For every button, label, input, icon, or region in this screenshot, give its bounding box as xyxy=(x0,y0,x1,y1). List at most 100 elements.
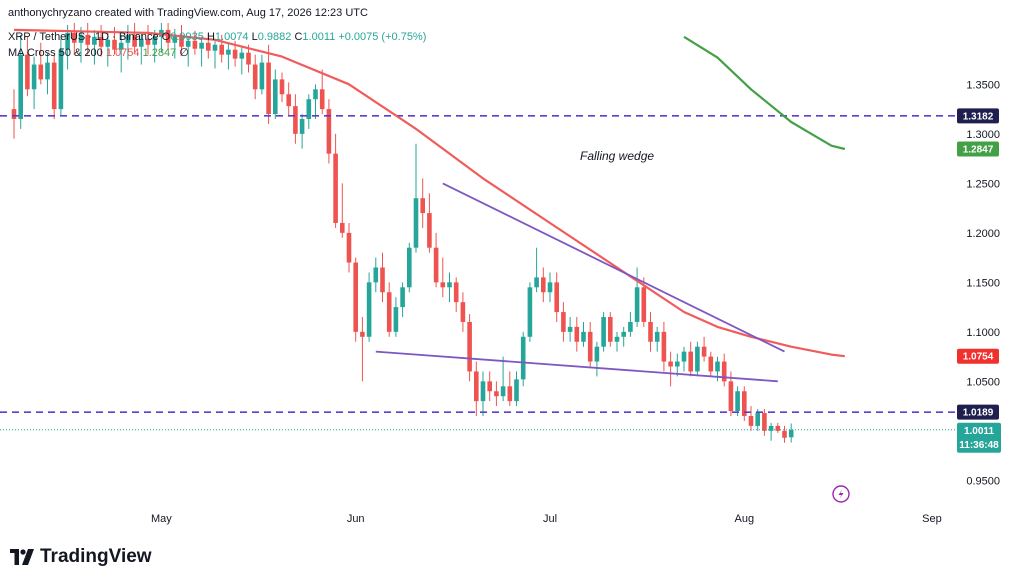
candle-body xyxy=(762,413,767,431)
ma-extra-value: ∅ xyxy=(179,47,189,59)
candle xyxy=(179,24,184,55)
candle-body xyxy=(259,62,265,90)
price-badge-ma50: 1.0754 xyxy=(957,348,999,364)
candle-body xyxy=(25,54,30,90)
ohlc-low-label: L xyxy=(251,31,258,43)
candle xyxy=(621,326,626,347)
candle-body xyxy=(775,425,781,431)
last-price-value: 1.0011 xyxy=(964,426,994,437)
candle-body xyxy=(98,36,104,47)
ma50-line[interactable] xyxy=(13,28,845,358)
candle-body xyxy=(400,287,405,308)
candle-body xyxy=(742,391,747,416)
candle xyxy=(58,38,64,117)
price-tick-label: 1.1500 xyxy=(966,277,1000,289)
candle xyxy=(319,69,325,115)
candle-body xyxy=(373,267,379,283)
candle-body xyxy=(72,32,77,43)
candle xyxy=(681,346,687,372)
wedge-lower-trendline[interactable] xyxy=(375,350,778,383)
candle-body xyxy=(494,391,499,397)
candle xyxy=(31,56,37,110)
candle-body xyxy=(427,213,432,248)
ohlc-open-label: O xyxy=(161,31,171,43)
candle xyxy=(735,386,740,416)
candle xyxy=(742,386,747,421)
candle-body xyxy=(581,331,586,342)
candle xyxy=(252,54,258,100)
price-badge-bg xyxy=(957,141,999,157)
candle-body xyxy=(628,321,633,332)
candle xyxy=(688,341,693,377)
candle-body xyxy=(601,317,606,347)
candle xyxy=(594,341,600,377)
candle xyxy=(721,353,727,387)
candle-body xyxy=(366,282,372,337)
candle xyxy=(219,34,224,63)
candle-body xyxy=(313,89,318,100)
candle-body xyxy=(11,109,17,119)
candle-body xyxy=(380,267,385,293)
symbol-legend[interactable]: XRP / TetherUS · 1D · Binance O0.9935 H1… xyxy=(8,31,426,43)
candle xyxy=(527,282,533,342)
candle-body xyxy=(105,39,111,47)
candle xyxy=(788,423,794,443)
candle-body xyxy=(634,287,640,322)
candle-body xyxy=(185,40,191,47)
price-axis[interactable]: 1.3500 1.3000 1.2500 1.2000 1.1500 1.1000 1.05… xyxy=(966,79,1000,487)
candle xyxy=(145,24,151,55)
ma200-line[interactable] xyxy=(683,35,846,151)
ma-legend[interactable]: MA Cross 50 & 200 1.0754 1.2847 ∅ xyxy=(8,46,189,59)
candle-body xyxy=(567,326,573,332)
candle-body xyxy=(139,38,144,47)
candle-body xyxy=(514,379,519,402)
candle xyxy=(460,292,466,332)
candle xyxy=(507,371,513,407)
lightning-icon[interactable] xyxy=(832,485,850,503)
candle-body xyxy=(326,109,332,154)
candle-body xyxy=(78,34,84,43)
candle xyxy=(782,425,787,443)
candles-layer xyxy=(11,22,794,443)
candle-body xyxy=(38,64,44,80)
candle xyxy=(554,272,559,322)
candle-body xyxy=(467,321,472,372)
candle-body xyxy=(132,34,137,47)
candle xyxy=(72,22,77,55)
candle xyxy=(514,371,519,407)
tradingview-logo[interactable]: TradingView xyxy=(10,546,152,568)
candle-body xyxy=(675,361,680,367)
candle xyxy=(768,422,774,441)
candle xyxy=(199,36,204,67)
candle xyxy=(400,282,405,317)
candle-body xyxy=(353,262,358,332)
candle xyxy=(286,82,291,117)
ohlc-close: 1.0011 xyxy=(302,31,336,43)
candle xyxy=(728,371,734,416)
candle xyxy=(567,317,573,342)
candle xyxy=(433,232,439,288)
wedge-upper-trendline[interactable] xyxy=(442,182,785,353)
candle xyxy=(520,331,526,387)
ma-label: MA Cross 50 & 200 xyxy=(8,47,103,59)
candle xyxy=(380,252,385,303)
candle xyxy=(139,32,144,65)
candle xyxy=(105,32,111,67)
candle xyxy=(98,24,104,57)
candle-body xyxy=(407,247,412,288)
time-tick-label: Aug xyxy=(735,513,755,525)
price-tick-label: 1.3500 xyxy=(966,79,1000,91)
candle xyxy=(561,302,566,342)
time-axis[interactable]: May Jun Jul Aug Sep xyxy=(151,513,942,525)
candle-body xyxy=(152,36,157,45)
candle xyxy=(326,99,332,164)
candle-body xyxy=(179,34,184,47)
candle xyxy=(212,38,218,69)
candle-body xyxy=(239,52,245,59)
candle xyxy=(480,371,486,416)
bar-countdown: 11:36:48 xyxy=(959,440,999,451)
ohlc-open: 0.9935 xyxy=(170,31,204,43)
price-badges: 1.3182 1.2847 1.0754 1.0189 1.0011 11:36:48 xyxy=(957,108,1001,453)
candle xyxy=(701,336,707,362)
